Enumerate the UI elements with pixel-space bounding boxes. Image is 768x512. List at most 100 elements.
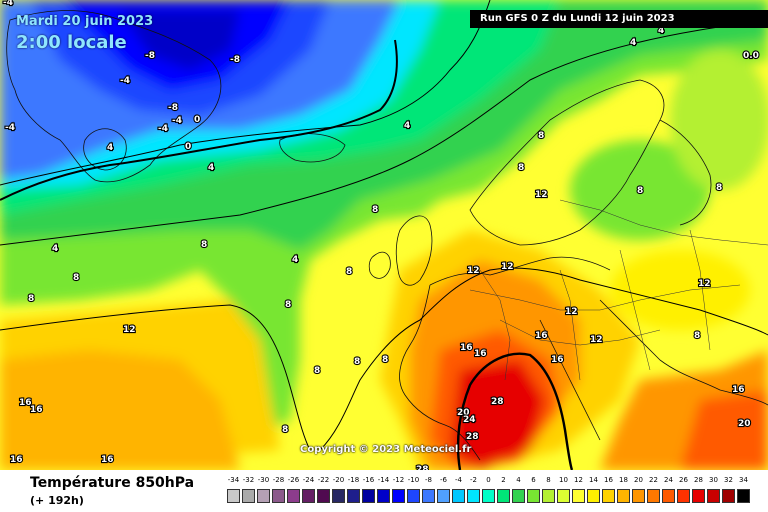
scale-tick-label: 4 (516, 476, 521, 484)
isotherm-20 (456, 352, 574, 470)
contour-label: 8 (73, 273, 79, 283)
scale-tick-label: 12 (574, 476, 583, 484)
contour-label: 8 (372, 205, 378, 215)
contour-label: 16 (10, 455, 23, 465)
scale-swatch (587, 489, 600, 503)
scale-swatch (482, 489, 495, 503)
scale-swatch (542, 489, 555, 503)
contour-label: 12 (565, 307, 578, 317)
scale-tick-label: 6 (531, 476, 536, 484)
contour-label: 16 (19, 398, 32, 408)
scale-tick-label: -34 (227, 476, 240, 484)
copyright-notice: Copyright © 2023 Meteociel.fr (300, 444, 472, 455)
scale-swatch (602, 489, 615, 503)
scale-tick-label: -10 (407, 476, 420, 484)
contour-label: 12 (535, 190, 548, 200)
scale-swatch (722, 489, 735, 503)
contour-label: 8 (518, 163, 524, 173)
contour-label: 16 (460, 343, 473, 353)
contour-label: 0.0 (743, 51, 759, 61)
scale-swatch (392, 489, 405, 503)
scale-swatch (512, 489, 525, 503)
contour-label: 4 (107, 143, 113, 153)
scale-swatch (632, 489, 645, 503)
scale-tick-label: 20 (634, 476, 643, 484)
scale-swatch (467, 489, 480, 503)
scale-tick-label: -2 (470, 476, 477, 484)
scale-swatch (557, 489, 570, 503)
scale-swatch (497, 489, 510, 503)
scale-swatch (737, 489, 750, 503)
contour-label: -4 (158, 124, 168, 134)
scale-tick-label: -6 (440, 476, 447, 484)
contour-label: 28 (416, 465, 429, 470)
contour-label: 12 (123, 325, 136, 335)
contour-label: 16 (30, 405, 43, 415)
parameter-title: Température 850hPa (30, 475, 195, 491)
contour-label: 16 (535, 331, 548, 341)
scale-tick-label: 14 (589, 476, 598, 484)
isotherm-0 (0, 39, 398, 201)
contour-label: 20 (738, 419, 751, 429)
contour-label: 8 (382, 355, 388, 365)
contour-labels: -8 -8 -8 -4 -4 -4 -4 0 0 4 4 4 4 4 4 8 8… (2, 0, 760, 470)
scale-swatch (677, 489, 690, 503)
scale-swatch (707, 489, 720, 503)
contour-label: -4 (172, 116, 182, 126)
contour-label: 4 (658, 26, 664, 36)
country-borders (469, 199, 768, 381)
color-scale: -34 -32 -30 -28 -26 -24 -22 -20 -18 -16 -14 -12 -10-… (226, 476, 751, 506)
scale-swatch (257, 489, 270, 503)
scale-tick-label: -18 (347, 476, 360, 484)
scale-swatch (317, 489, 330, 503)
contour-label: 16 (551, 355, 564, 365)
scale-swatch (362, 489, 375, 503)
scale-swatch (377, 489, 390, 503)
scale-swatch (617, 489, 630, 503)
scale-swatch (332, 489, 345, 503)
contour-label: 8 (28, 294, 34, 304)
scale-tick-label: 32 (724, 476, 733, 484)
scale-swatch (302, 489, 315, 503)
scale-tick-label: 2 (501, 476, 506, 484)
contour-label: -8 (168, 103, 178, 113)
scale-tick-label: -16 (362, 476, 375, 484)
scale-swatch (527, 489, 540, 503)
scale-tick-label: -28 (272, 476, 285, 484)
contour-label: 24 (463, 415, 476, 425)
contour-label: 8 (716, 183, 722, 193)
scale-tick-label: -22 (317, 476, 330, 484)
contour-label: 8 (346, 267, 352, 277)
temperature-field (0, 0, 768, 470)
scale-tick-label: 16 (604, 476, 613, 484)
scale-tick-label: -14 (377, 476, 390, 484)
scale-tick-label: 22 (649, 476, 658, 484)
scale-swatch (692, 489, 705, 503)
contour-label: 12 (467, 266, 480, 276)
scale-tick-label: 26 (679, 476, 688, 484)
contour-label: -4 (5, 123, 15, 133)
scale-tick-label: -20 (332, 476, 345, 484)
scale-swatch (272, 489, 285, 503)
scale-tick-label: -24 (302, 476, 315, 484)
scale-swatch (647, 489, 660, 503)
contour-label: 0 (194, 115, 200, 125)
scale-tick-label: -32 (242, 476, 255, 484)
scale-tick-label: -4 (455, 476, 462, 484)
scale-tick-label: 30 (709, 476, 718, 484)
contour-label: 8 (285, 300, 291, 310)
contour-label: 28 (466, 432, 479, 442)
temperature-map: -8 -8 -8 -4 -4 -4 -4 0 0 4 4 4 4 4 4 8 8… (0, 0, 768, 470)
map-canvas: -8 -8 -8 -4 -4 -4 -4 0 0 4 4 4 4 4 4 8 8… (0, 0, 768, 470)
contour-label: 28 (491, 397, 504, 407)
scale-tick-label: -8 (425, 476, 432, 484)
scale-swatch (572, 489, 585, 503)
lead-time: (+ 192h) (30, 494, 84, 507)
contour-label: 16 (101, 455, 114, 465)
scale-tick-label: 24 (664, 476, 673, 484)
scale-swatch (422, 489, 435, 503)
contour-label: -8 (145, 51, 155, 61)
scale-tick-label: 34 (739, 476, 748, 484)
run-banner: Run GFS 0 Z du Lundi 12 juin 2023 (470, 10, 768, 28)
